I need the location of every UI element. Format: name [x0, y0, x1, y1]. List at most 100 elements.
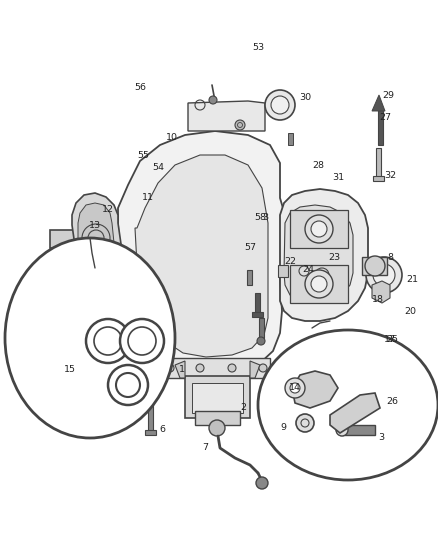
Polygon shape — [330, 341, 345, 358]
Text: 25: 25 — [386, 335, 398, 344]
Bar — [290, 265, 348, 303]
Bar — [252, 312, 263, 317]
Text: 23: 23 — [328, 254, 340, 262]
Text: 29: 29 — [382, 91, 394, 100]
Circle shape — [366, 257, 402, 293]
Circle shape — [108, 365, 148, 405]
Text: 14: 14 — [289, 384, 301, 392]
Bar — [373, 176, 384, 181]
Bar — [192, 383, 243, 413]
Circle shape — [296, 414, 314, 432]
Bar — [340, 425, 375, 435]
Circle shape — [271, 96, 289, 114]
Circle shape — [311, 221, 327, 237]
Circle shape — [209, 96, 217, 104]
Text: 53: 53 — [252, 44, 264, 52]
Text: 6: 6 — [159, 425, 165, 434]
Text: 8: 8 — [387, 254, 393, 262]
Text: 20: 20 — [404, 308, 416, 317]
Polygon shape — [372, 95, 385, 111]
Circle shape — [311, 276, 327, 292]
Bar — [50, 230, 112, 248]
Circle shape — [86, 319, 130, 363]
Text: 30: 30 — [299, 93, 311, 102]
Bar — [145, 430, 156, 435]
Text: 11: 11 — [142, 193, 154, 203]
Circle shape — [128, 327, 156, 355]
Text: 3: 3 — [378, 433, 384, 442]
Polygon shape — [284, 205, 353, 303]
Text: 9: 9 — [280, 424, 286, 432]
Bar — [152, 373, 156, 385]
Text: 13: 13 — [89, 221, 101, 230]
Circle shape — [166, 364, 174, 372]
Text: 15: 15 — [64, 366, 76, 375]
Circle shape — [336, 424, 348, 436]
Polygon shape — [330, 393, 380, 433]
Text: 57: 57 — [244, 244, 256, 253]
Circle shape — [196, 364, 204, 372]
Text: 18: 18 — [372, 295, 384, 304]
Circle shape — [299, 266, 309, 276]
Bar — [148, 391, 153, 433]
Polygon shape — [78, 203, 114, 266]
Bar — [255, 293, 260, 315]
Circle shape — [265, 90, 295, 120]
Polygon shape — [135, 155, 268, 357]
Bar — [195, 411, 240, 425]
Circle shape — [373, 264, 395, 286]
Polygon shape — [375, 341, 392, 358]
Polygon shape — [118, 131, 295, 373]
Text: 56: 56 — [134, 84, 146, 93]
Circle shape — [257, 337, 265, 345]
Text: 27: 27 — [379, 114, 391, 123]
Bar — [376, 148, 381, 178]
Circle shape — [120, 319, 164, 363]
Bar — [288, 133, 293, 145]
Circle shape — [305, 215, 333, 243]
Bar — [378, 110, 383, 145]
Circle shape — [256, 477, 268, 489]
Text: 12: 12 — [102, 206, 114, 214]
Circle shape — [315, 268, 329, 282]
Circle shape — [259, 364, 267, 372]
Text: 7: 7 — [202, 443, 208, 453]
Circle shape — [290, 383, 300, 393]
Polygon shape — [292, 371, 338, 408]
Text: 22: 22 — [284, 257, 296, 266]
Text: 55: 55 — [137, 150, 149, 159]
Text: 10: 10 — [166, 133, 178, 142]
Bar — [149, 383, 159, 387]
Circle shape — [94, 327, 122, 355]
Circle shape — [235, 120, 245, 130]
Circle shape — [209, 420, 225, 436]
Text: 26: 26 — [386, 398, 398, 407]
Bar — [185, 376, 250, 418]
Bar — [259, 318, 264, 338]
Text: 2: 2 — [240, 403, 246, 413]
Ellipse shape — [5, 238, 175, 438]
Circle shape — [365, 256, 385, 276]
Circle shape — [228, 364, 236, 372]
Text: 54: 54 — [152, 164, 164, 173]
Bar — [290, 210, 348, 248]
Text: 3: 3 — [262, 214, 268, 222]
Text: 32: 32 — [384, 171, 396, 180]
Polygon shape — [280, 189, 368, 321]
Text: 58: 58 — [254, 214, 266, 222]
Ellipse shape — [258, 330, 438, 480]
Circle shape — [116, 373, 140, 397]
Bar — [278, 265, 288, 277]
Bar — [362, 257, 387, 275]
Circle shape — [305, 270, 333, 298]
Text: 28: 28 — [312, 160, 324, 169]
Polygon shape — [188, 101, 265, 131]
Polygon shape — [372, 281, 390, 303]
Polygon shape — [72, 193, 122, 275]
Text: 21: 21 — [406, 276, 418, 285]
Text: 24: 24 — [302, 265, 314, 274]
Circle shape — [285, 378, 305, 398]
Text: 31: 31 — [332, 174, 344, 182]
Text: 17: 17 — [384, 335, 396, 344]
Polygon shape — [250, 361, 260, 378]
